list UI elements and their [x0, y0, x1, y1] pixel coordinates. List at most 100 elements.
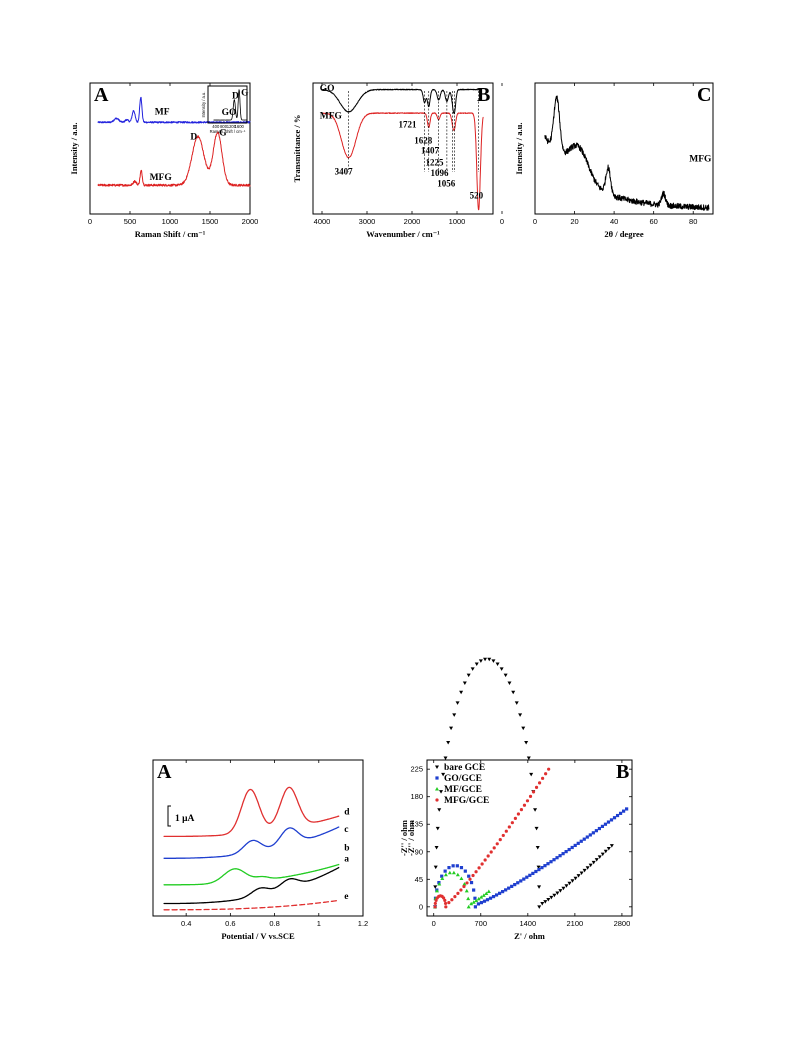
data-point [570, 845, 574, 850]
data-point [609, 818, 614, 822]
cv-curve-d [163, 786, 340, 838]
data-point [486, 854, 490, 858]
peak-label: 1056 [437, 178, 456, 188]
x-tick-label: 2100 [567, 919, 584, 928]
data-point [609, 844, 614, 848]
data-point [469, 880, 474, 885]
eis-chart: 0 700 1400 2100 2800 -Z'' / ohm Z' / ohm B 0 45 90… [399, 657, 633, 941]
data-point [531, 790, 536, 794]
data-point [582, 837, 586, 841]
data-point [525, 799, 530, 803]
data-point [456, 891, 460, 895]
data-point [469, 901, 474, 906]
data-point [573, 876, 578, 881]
data-point [537, 905, 542, 909]
x-tick-label: 1400 [519, 919, 536, 928]
x-tick-label: 700 [475, 919, 488, 928]
data-point [534, 785, 539, 789]
data-point [543, 900, 548, 904]
inset-frame [207, 85, 248, 124]
data-point [462, 882, 467, 886]
peak-label: 1628 [414, 135, 433, 145]
data-point [564, 884, 569, 888]
cv-curve-c [163, 826, 340, 859]
series-line-MF [97, 96, 251, 124]
data-point [516, 881, 520, 885]
data-point [547, 767, 551, 771]
data-point [594, 829, 598, 833]
data-point [546, 898, 551, 902]
y-axis-label: Transmittance / % [292, 115, 302, 183]
x-tick-label: 1000 [162, 217, 179, 226]
curve-label: c [344, 825, 348, 835]
data-point [443, 901, 448, 906]
data-point [576, 841, 580, 845]
data-point [466, 904, 471, 909]
data-point [503, 673, 508, 678]
inset-x-tick-label: 800 [220, 124, 228, 129]
data-point [573, 843, 577, 848]
data-point [594, 858, 599, 862]
plot-frame [89, 82, 251, 215]
data-point [558, 889, 563, 893]
data-point [588, 833, 592, 837]
legend-label: MFG/GCE [444, 796, 489, 806]
x-tick-label: 0.4 [181, 919, 191, 928]
curve-label: b [344, 843, 349, 853]
data-point [440, 874, 444, 878]
x-axis-label: Raman Shift / cm⁻¹ [135, 229, 206, 239]
data-point [543, 864, 547, 868]
data-point [491, 659, 496, 663]
x-tick-label: 1500 [202, 217, 219, 226]
data-point [597, 855, 602, 859]
data-point [510, 821, 514, 825]
data-point [591, 860, 596, 865]
data-point [576, 874, 581, 878]
data-point [437, 882, 442, 886]
data-point [516, 812, 521, 816]
y-axis-label: -Z'' / ohm [406, 820, 416, 856]
panel-letter: B [477, 84, 490, 106]
data-point [555, 856, 559, 860]
series-line-GO [321, 88, 480, 115]
data-point [579, 871, 584, 876]
data-point [519, 879, 523, 883]
y-tick-label: 135 [410, 820, 423, 829]
data-point [524, 741, 529, 745]
series-mfg-gce [433, 767, 551, 909]
plot-frame [534, 82, 714, 215]
data-point [495, 662, 500, 667]
series-label: G [219, 128, 227, 138]
data-point [603, 822, 608, 826]
data-point [600, 824, 605, 828]
data-point [507, 825, 511, 829]
legend-label: bare GCE [444, 763, 485, 773]
data-point [434, 846, 439, 850]
data-point [541, 776, 545, 780]
data-point [612, 816, 617, 820]
x-tick-label: 0.8 [269, 919, 279, 928]
series-label: MF [155, 107, 170, 117]
data-point [449, 726, 454, 731]
data-point [537, 781, 542, 785]
data-point [477, 866, 481, 870]
data-point [434, 888, 439, 893]
data-point [582, 868, 587, 873]
data-point [603, 849, 608, 854]
series-line-MFG [544, 95, 710, 211]
inset-x-tick-label: 400 [212, 124, 220, 129]
x-tick-label: 0 [432, 919, 436, 928]
data-point [501, 833, 505, 838]
data-point [570, 879, 575, 883]
data-point [442, 896, 446, 900]
data-point [455, 872, 460, 877]
data-point [473, 905, 477, 909]
data-point [474, 870, 478, 874]
cv-curve-b [163, 863, 340, 886]
data-point [535, 846, 540, 850]
legend-marker [435, 765, 439, 769]
plot-frame [426, 759, 633, 917]
data-point [470, 667, 475, 671]
x-tick-label: 1.2 [358, 919, 368, 928]
